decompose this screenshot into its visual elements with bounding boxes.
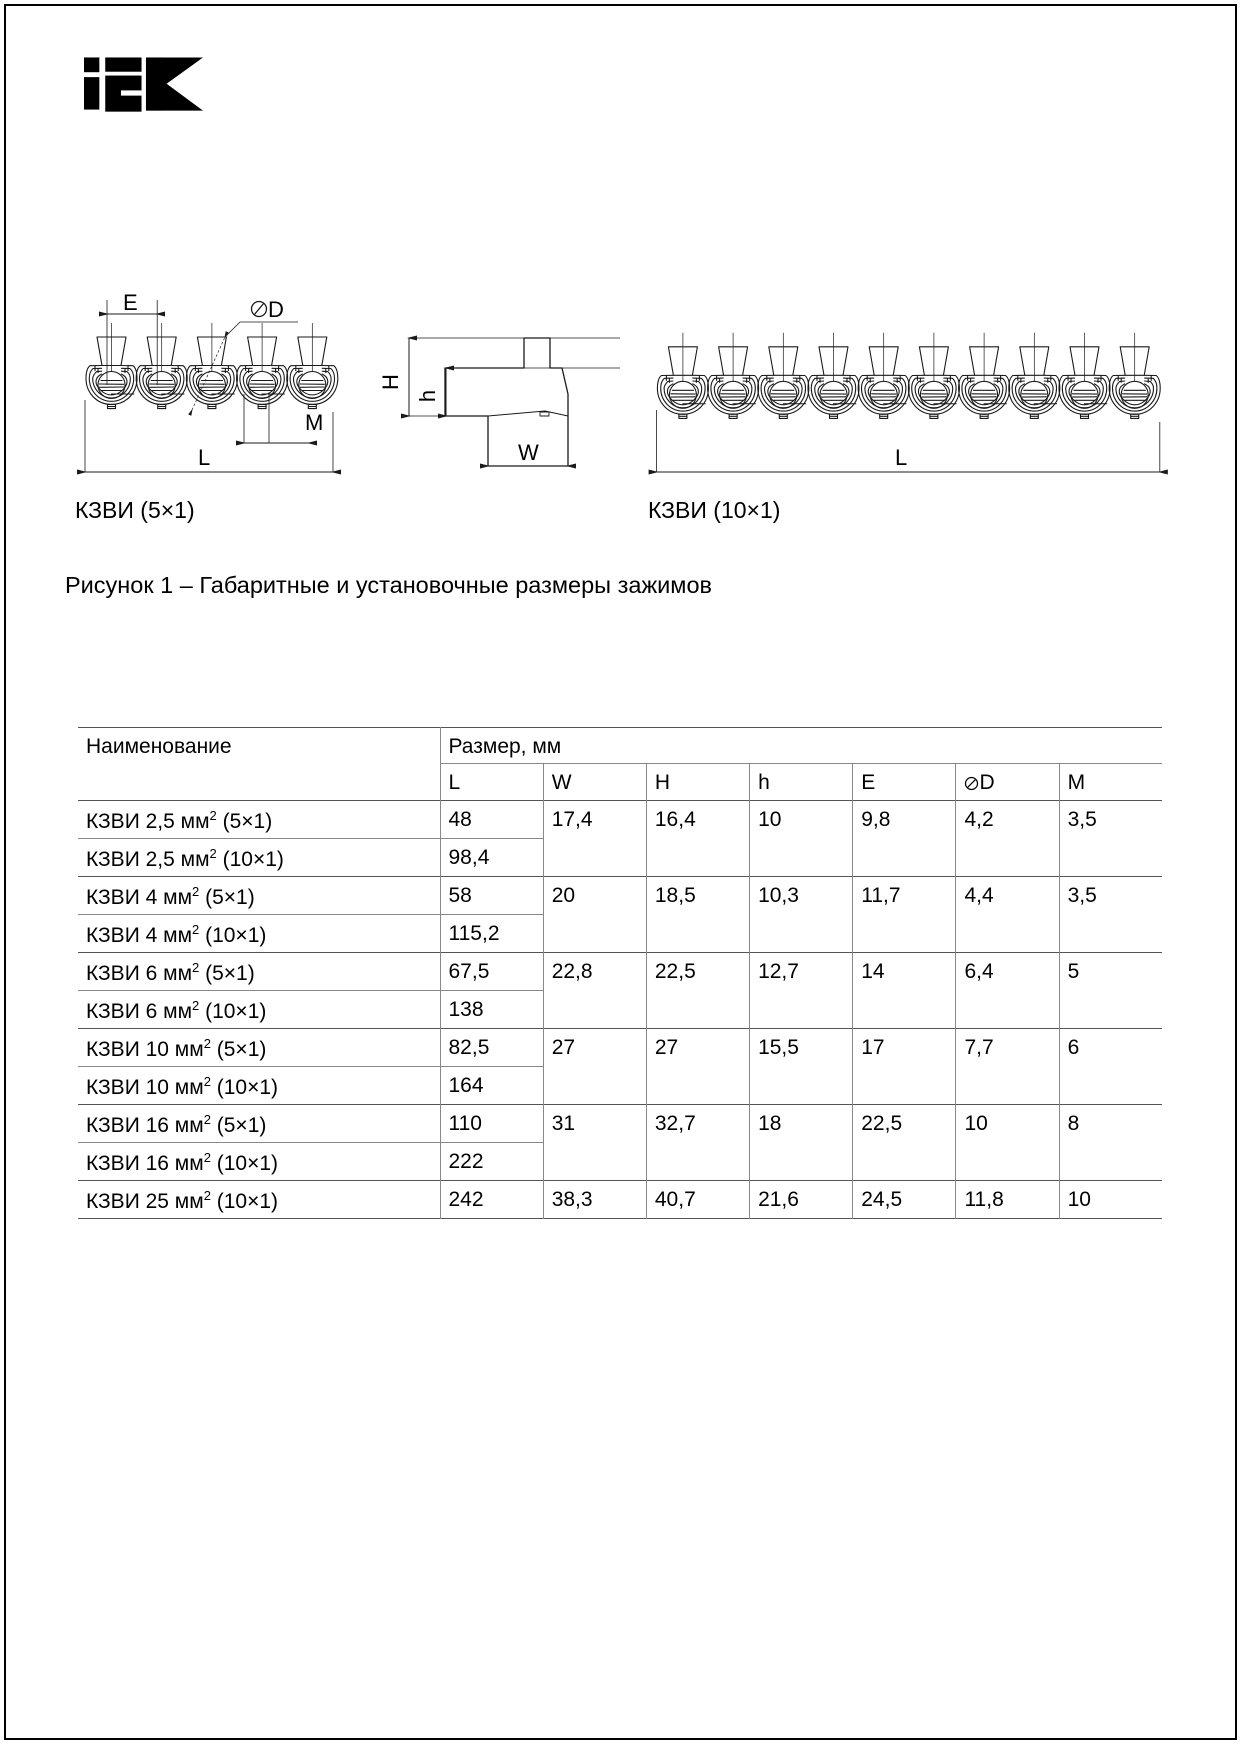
svg-text:L: L	[198, 445, 210, 470]
svg-text:M: M	[305, 410, 323, 435]
svg-text:D: D	[268, 297, 284, 322]
svg-text:h: h	[415, 390, 440, 402]
svg-text:W: W	[518, 440, 539, 465]
svg-text:E: E	[123, 290, 138, 315]
svg-text:КЗВИ (10×1): КЗВИ (10×1)	[648, 497, 780, 523]
svg-text:КЗВИ (5×1): КЗВИ (5×1)	[75, 497, 195, 523]
svg-text:H: H	[378, 374, 403, 390]
svg-text:L: L	[895, 445, 907, 470]
